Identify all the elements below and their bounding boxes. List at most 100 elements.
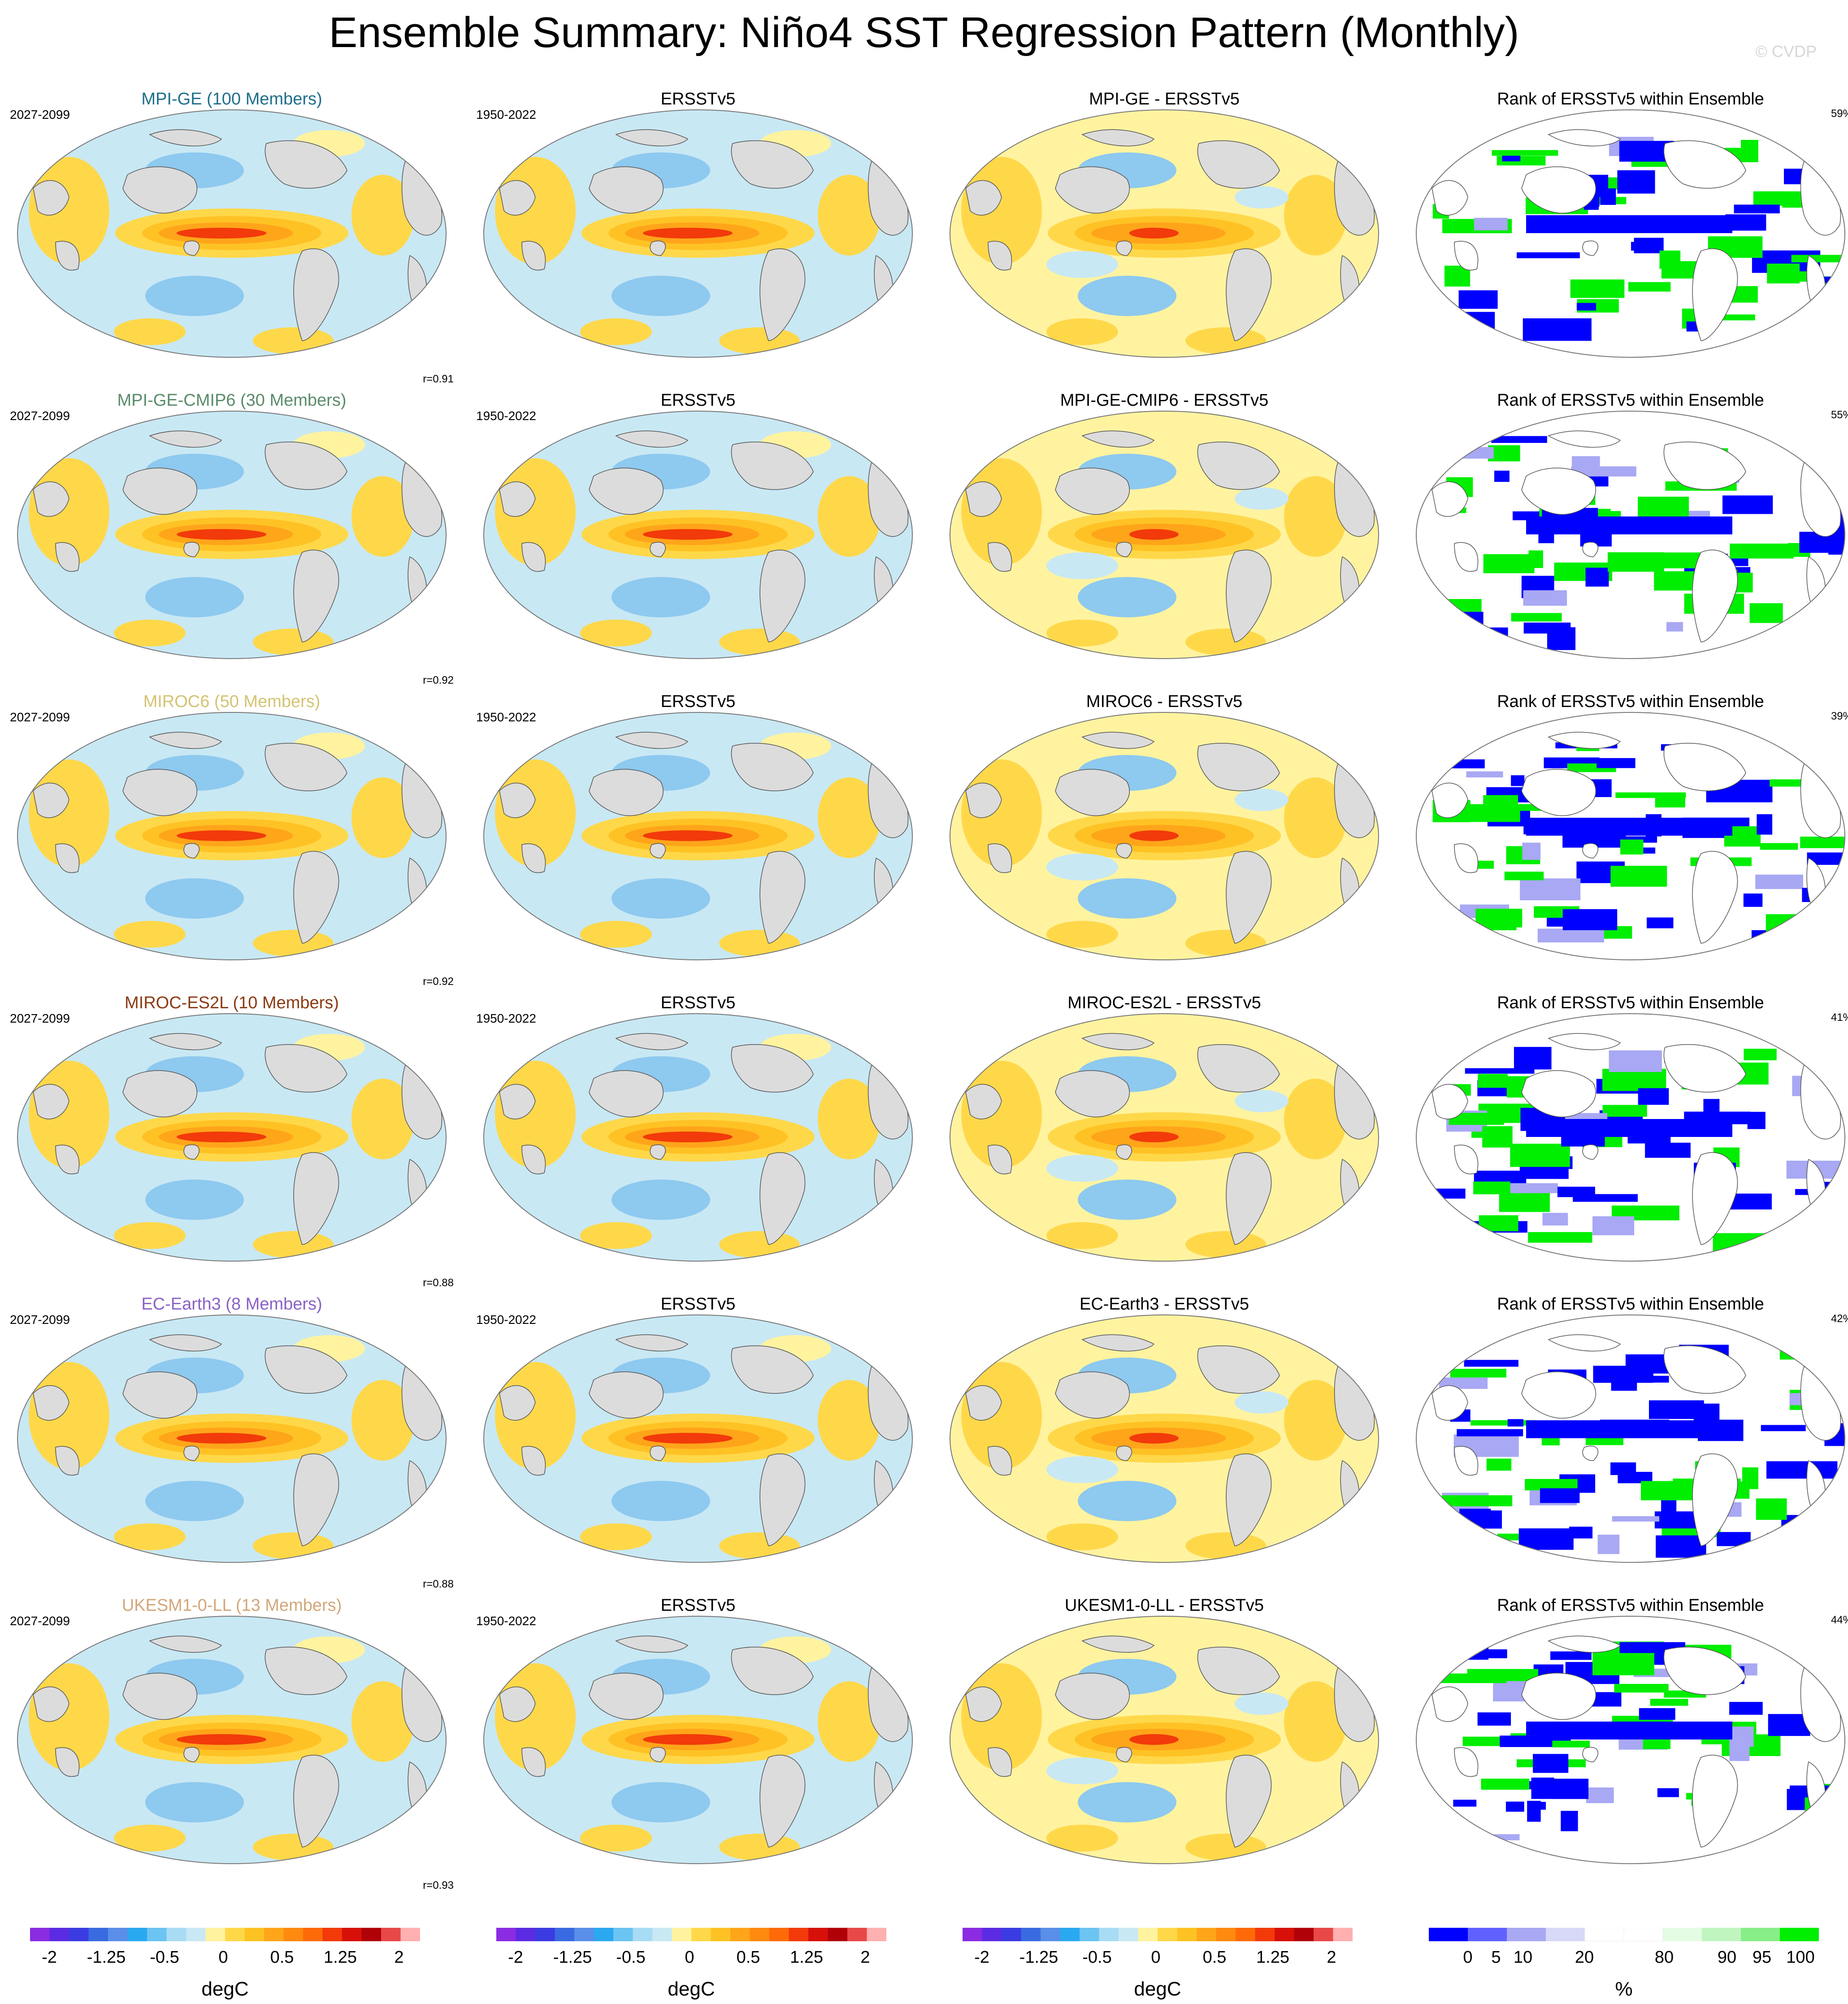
colorbar-unit: degC [201, 1978, 249, 2000]
panel-title: MPI-GE (100 Members) [141, 90, 322, 108]
colorbar-swatch [711, 1928, 730, 1941]
map-panel: ERSSTv5 1950-2022 [476, 993, 920, 1295]
colorbar-swatch [1080, 1928, 1099, 1941]
pattern-correlation: r=0.88 [423, 1277, 454, 1289]
map-panel: ERSSTv5 1950-2022 [476, 1295, 920, 1596]
colorbar-swatch [1741, 1928, 1780, 1941]
difference-map [950, 1314, 1379, 1563]
map-panel: Rank of ERSSTv5 within Ensemble 44% [1409, 1596, 1848, 1897]
rank-map [1416, 109, 1845, 358]
period-label: 2027-2099 [10, 409, 70, 423]
rank-map [1416, 712, 1845, 960]
colorbar-swatch [1255, 1928, 1275, 1941]
rank-percentage: 55% [1831, 409, 1848, 421]
colorbar-tick-label: 0 [1463, 1948, 1472, 1967]
panel-title: MIROC6 - ERSSTv5 [1086, 692, 1243, 711]
map-panel: Rank of ERSSTv5 within Ensemble 41% [1409, 993, 1848, 1295]
period-label: 1950-2022 [476, 108, 536, 121]
colorbar-tick-label: 0 [685, 1948, 694, 1967]
period-label: 1950-2022 [476, 1011, 536, 1025]
colorbar-swatch [1429, 1928, 1468, 1941]
pattern-correlation: r=0.92 [423, 674, 454, 686]
rank-map [1416, 411, 1845, 659]
map-panel: Rank of ERSSTv5 within Ensemble 59% [1409, 90, 1848, 391]
panel-title: Rank of ERSSTv5 within Ensemble [1497, 1295, 1764, 1314]
colorbar-swatch [1236, 1928, 1255, 1941]
map-panel: ERSSTv5 1950-2022 [476, 1596, 920, 1897]
panel-title: Rank of ERSSTv5 within Ensemble [1497, 391, 1764, 410]
colorbar-swatch [69, 1928, 89, 1941]
colorbar-tick-label: 90 [1718, 1948, 1736, 1967]
regression-map [17, 1314, 447, 1563]
map-panel: ERSSTv5 1950-2022 [476, 692, 920, 993]
map-panel: MIROC6 (50 Members) 2027-2099 r=0.92 [10, 692, 454, 993]
colorbar-tick-label: 0.5 [737, 1948, 760, 1967]
panel-title: Rank of ERSSTv5 within Ensemble [1497, 1596, 1764, 1615]
colorbar-swatch [303, 1928, 323, 1941]
panel-title: ERSSTv5 [660, 692, 736, 711]
colorbar-tick-label: 10 [1514, 1948, 1532, 1967]
colorbar-tick-label: -2 [974, 1948, 989, 1967]
colorbar-rank: 0 5 10 20 80 90 95 100% [1427, 1927, 1821, 2004]
rank-map [1416, 1616, 1845, 1864]
colorbar-tick-label: -1.25 [553, 1948, 592, 1967]
colorbar-swatch [847, 1928, 867, 1941]
colorbar-swatch [1663, 1928, 1702, 1941]
colorbar-swatch [1333, 1928, 1353, 1941]
colorbar-swatch [361, 1928, 381, 1941]
period-label: 1950-2022 [476, 1614, 536, 1628]
period-label: 2027-2099 [10, 1011, 70, 1025]
colorbar-swatch [1158, 1928, 1177, 1941]
map-panel: ERSSTv5 1950-2022 [476, 391, 920, 692]
cvdp-watermark: © CVDP [1755, 42, 1817, 61]
colorbar-swatch [652, 1928, 672, 1941]
colorbar-swatch [1702, 1928, 1741, 1941]
colorbar-swatch [1546, 1928, 1585, 1941]
colorbar-tick-label: 2 [1327, 1948, 1336, 1967]
colorbar-tick-label: 2 [394, 1948, 403, 1967]
colorbar-swatch [613, 1928, 633, 1941]
panel-title: ERSSTv5 [660, 1596, 736, 1615]
colorbar-swatch [1060, 1928, 1080, 1941]
map-panel: UKESM1-0-LL (13 Members) 2027-2099 r=0.93 [10, 1596, 454, 1897]
colorbar-swatch [808, 1928, 828, 1941]
colorbar-swatch [205, 1928, 225, 1941]
panel-title: Rank of ERSSTv5 within Ensemble [1497, 692, 1764, 711]
colorbar-swatch [516, 1928, 535, 1941]
colorbar-swatch [496, 1928, 516, 1941]
map-panel: MIROC6 - ERSSTv5 [942, 692, 1386, 993]
regression-map [483, 712, 913, 960]
period-label: 1950-2022 [476, 710, 536, 724]
panel-title: ERSSTv5 [660, 1295, 736, 1314]
panel-title: UKESM1-0-LL (13 Members) [121, 1596, 342, 1615]
rank-map [1416, 1314, 1845, 1563]
colorbar-swatch [1177, 1928, 1197, 1941]
map-panel: Rank of ERSSTv5 within Ensemble 42% [1409, 1295, 1848, 1596]
regression-map [17, 1616, 447, 1864]
colorbar-tick-label: 1.25 [324, 1948, 357, 1967]
colorbar-swatch [691, 1928, 711, 1941]
colorbar-swatch [400, 1928, 420, 1941]
regression-map [17, 411, 447, 659]
difference-map [950, 1013, 1379, 1262]
colorbar-tick-label: 1.25 [1256, 1948, 1289, 1967]
map-panel: Rank of ERSSTv5 within Ensemble 55% [1409, 391, 1848, 692]
colorbar-swatch [30, 1928, 50, 1941]
colorbar-swatch [574, 1928, 594, 1941]
pattern-correlation: r=0.88 [423, 1578, 454, 1590]
regression-map [17, 109, 447, 358]
rank-percentage: 59% [1831, 108, 1848, 120]
colorbar-tick-label: 0.5 [1203, 1948, 1227, 1967]
rank-map [1416, 1013, 1845, 1262]
colorbar-tick-label: 5 [1491, 1948, 1501, 1967]
colorbar-tick-label: 0 [1151, 1948, 1160, 1967]
colorbar-regression: -2 -1.25 -0.5 0 0.5 1.25 2 degC [28, 1928, 422, 2004]
colorbar-tick-label: 95 [1753, 1948, 1771, 1967]
colorbar-tick-label: -1.25 [87, 1948, 126, 1967]
period-label: 2027-2099 [10, 710, 70, 724]
map-panel: MPI-GE - ERSSTv5 [942, 90, 1386, 391]
difference-map [950, 712, 1379, 960]
panel-title: MPI-GE-CMIP6 (30 Members) [117, 391, 347, 410]
regression-map [483, 1314, 913, 1563]
colorbar-tick-label: 20 [1575, 1948, 1594, 1967]
